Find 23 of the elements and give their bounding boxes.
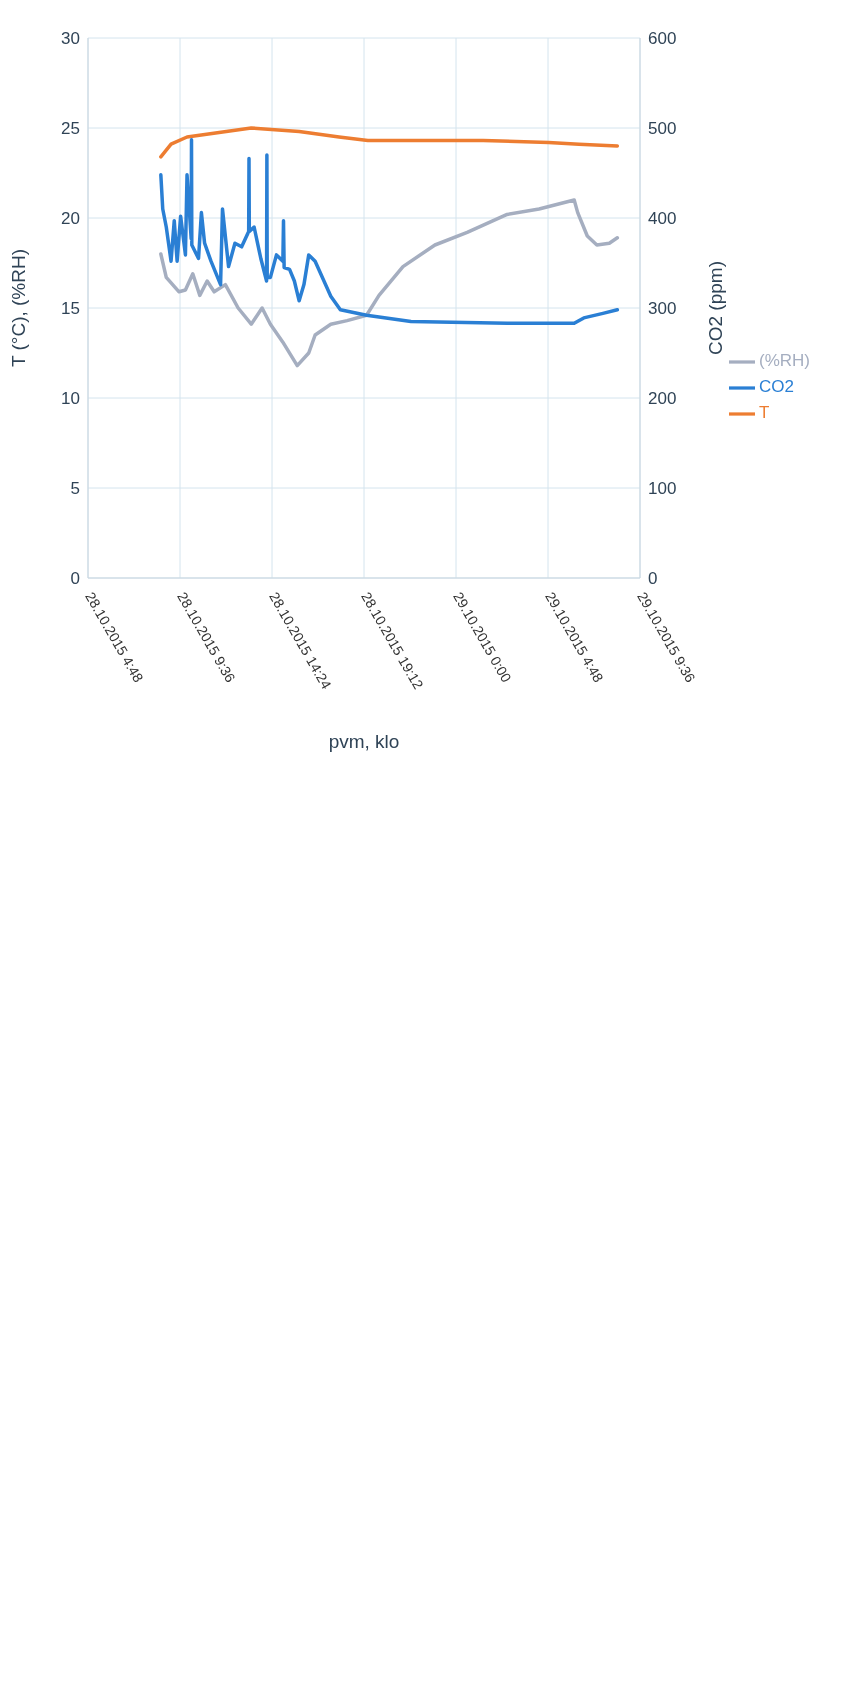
y2-tick-label: 300: [648, 299, 677, 319]
y2-tick-label: 500: [648, 119, 677, 139]
y-tick-label: 0: [70, 569, 80, 589]
y2-tick-label: 600: [648, 29, 677, 49]
line-series: [159, 126, 620, 159]
y2-tick-label: 200: [648, 389, 677, 409]
y-tick-label: 30: [61, 29, 80, 49]
legend-label: T: [759, 403, 770, 423]
legend-label: CO2: [759, 377, 794, 397]
y2-tick-label: 400: [648, 209, 677, 229]
x-axis-title: pvm, klo: [328, 731, 400, 752]
y-tick-label: 20: [61, 209, 80, 229]
legend-label: (%RH): [759, 351, 810, 371]
y-tick-label: 15: [61, 299, 80, 319]
y-axis-title: T (°C), (%RH): [7, 248, 29, 368]
line-series: [159, 137, 620, 326]
y2-tick-label: 100: [648, 479, 677, 499]
y-tick-label: 10: [61, 389, 80, 409]
y2-axis-title: CO2 (ppm): [704, 261, 726, 355]
y2-tick-label: 0: [648, 569, 658, 589]
y-tick-label: 5: [70, 479, 80, 499]
y-tick-label: 25: [61, 119, 80, 139]
line-series: [159, 198, 620, 368]
